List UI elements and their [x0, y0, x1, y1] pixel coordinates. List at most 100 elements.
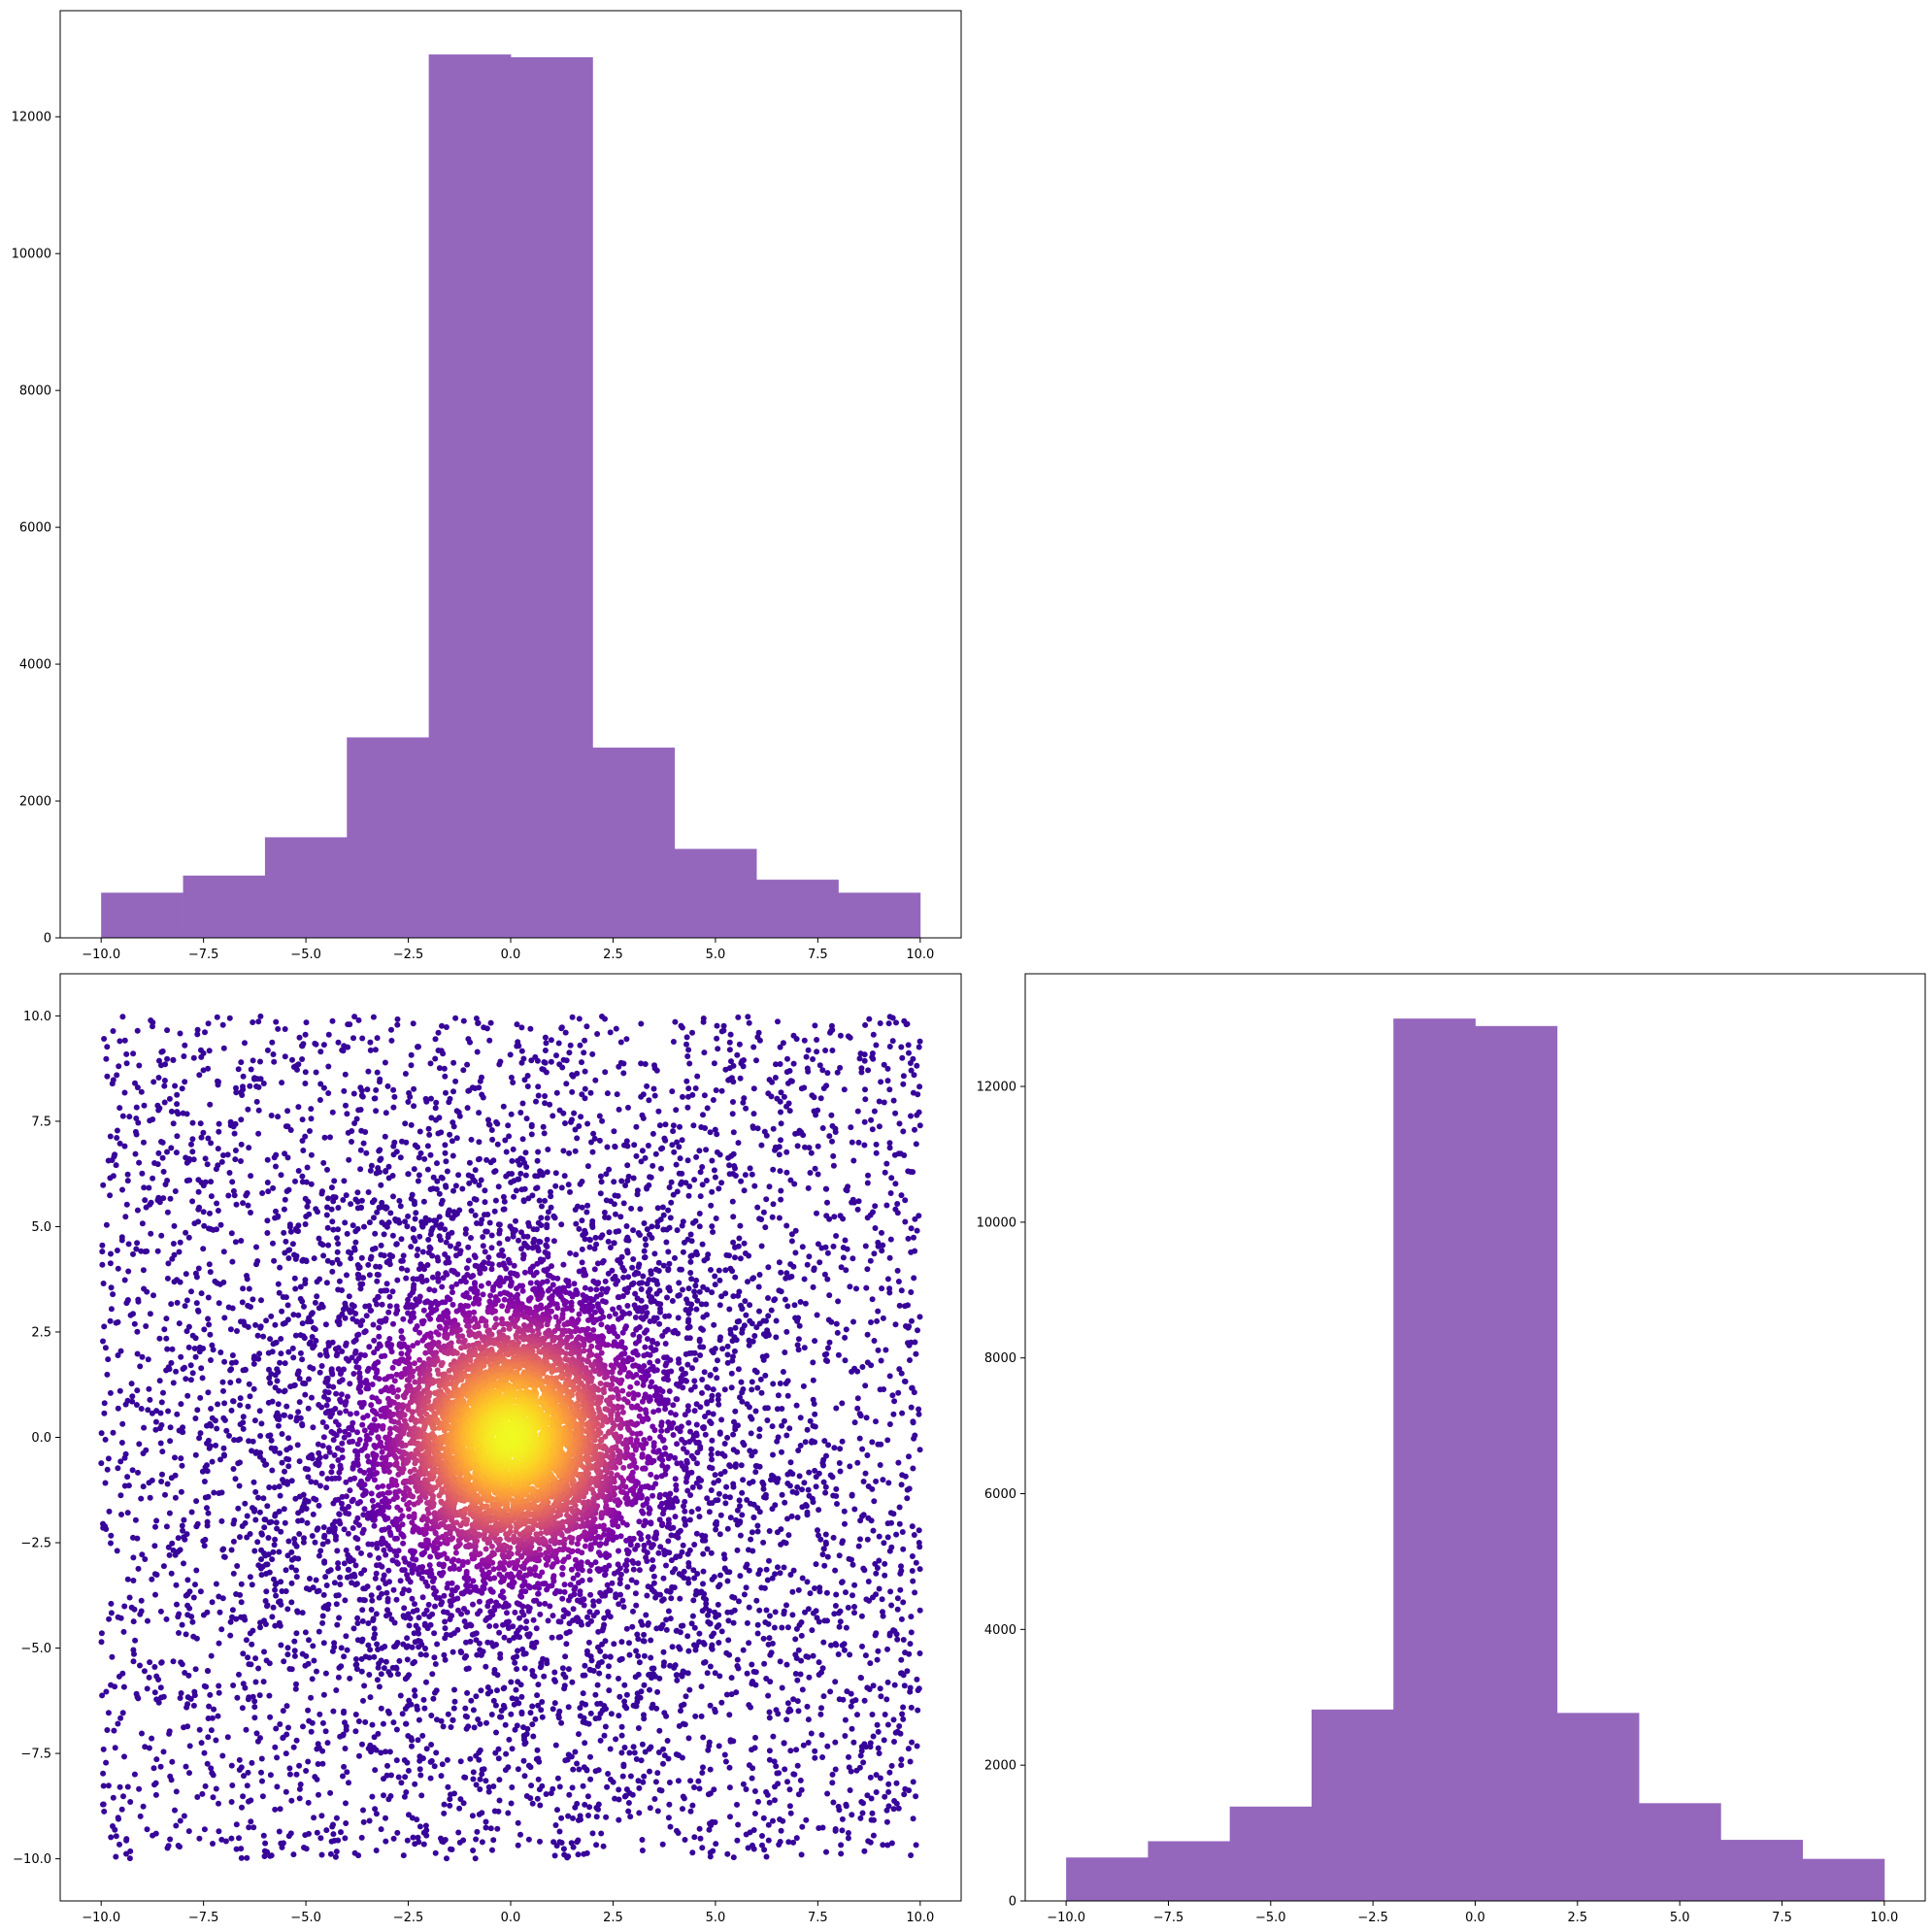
scatter-point	[542, 1093, 548, 1099]
scatter-point	[581, 1049, 586, 1055]
scatter-point	[697, 1223, 703, 1229]
scatter-point	[650, 1131, 656, 1137]
scatter-point	[686, 1687, 692, 1693]
scatter-point	[358, 1285, 364, 1291]
scatter-point	[356, 1718, 362, 1724]
scatter-point	[342, 1219, 348, 1225]
scatter-point	[820, 1125, 826, 1131]
scatter-point	[811, 1267, 816, 1273]
scatter-point	[552, 1700, 558, 1706]
scatter-point	[302, 1081, 308, 1086]
scatter-point	[249, 1067, 254, 1073]
scatter-point	[468, 1698, 474, 1704]
scatter-point	[789, 1612, 795, 1617]
scatter-point	[242, 1040, 248, 1046]
scatter-point	[689, 1030, 695, 1036]
scatter-point	[767, 1528, 773, 1534]
scatter-point	[479, 1810, 484, 1815]
scatter-point	[620, 1762, 626, 1768]
scatter-point	[211, 1490, 217, 1496]
scatter-point	[302, 1335, 308, 1341]
scatter-point	[622, 1183, 628, 1188]
scatter-point	[368, 1694, 374, 1700]
scatter-point	[220, 1380, 226, 1385]
scatter-point	[431, 1654, 437, 1660]
scatter-point	[474, 1630, 480, 1636]
scatter-point	[184, 1701, 190, 1707]
scatter-point	[283, 1053, 288, 1059]
scatter-point	[214, 1226, 219, 1232]
scatter-point	[310, 1720, 316, 1726]
scatter-point	[814, 1483, 819, 1489]
scatter-point	[824, 1070, 830, 1076]
scatter-point	[596, 1802, 602, 1808]
scatter-point	[164, 1347, 170, 1352]
scatter-point	[816, 1672, 822, 1678]
scatter-point	[429, 1612, 435, 1617]
scatter-point	[767, 1710, 773, 1715]
scatter-point	[104, 1074, 110, 1080]
scatter-point	[777, 1216, 783, 1221]
scatter-point	[351, 1572, 357, 1578]
scatter-point	[694, 1460, 700, 1466]
scatter-point	[707, 1465, 713, 1471]
scatter-point	[699, 1683, 705, 1689]
scatter-point	[767, 1635, 773, 1641]
scatter-point	[646, 1143, 651, 1149]
scatter-point	[219, 1159, 225, 1165]
scatter-point	[379, 1657, 384, 1663]
scatter-point	[383, 1060, 388, 1066]
scatter-point	[164, 1616, 170, 1622]
scatter-point	[278, 1350, 283, 1356]
scatter-point	[619, 1598, 625, 1604]
scatter-point	[241, 1414, 247, 1419]
scatter-point	[905, 1340, 911, 1346]
scatter-point	[894, 1201, 900, 1207]
scatter-point	[743, 1106, 749, 1112]
scatter-point	[312, 1255, 317, 1261]
scatter-point	[660, 1761, 666, 1767]
scatter-point	[492, 1667, 498, 1673]
scatter-point	[383, 1659, 389, 1665]
scatter-point	[898, 1563, 904, 1569]
scatter-point	[178, 1547, 183, 1552]
scatter-point	[377, 1683, 383, 1689]
scatter-point	[747, 1343, 752, 1349]
scatter-point	[476, 1139, 482, 1145]
scatter-point	[803, 1653, 809, 1659]
scatter-point	[305, 1708, 311, 1714]
scatter-point	[121, 1604, 127, 1610]
scatter-point	[179, 1489, 184, 1495]
scatter-point	[444, 1855, 450, 1861]
scatter-point	[264, 1849, 270, 1855]
scatter-point	[200, 1346, 206, 1351]
scatter-point	[833, 1486, 839, 1492]
scatter-point	[188, 1288, 194, 1294]
scatter-point	[403, 1721, 409, 1727]
scatter-point	[871, 1498, 877, 1504]
scatter-point	[455, 1172, 461, 1178]
histogram-top-bar	[675, 849, 757, 938]
scatter-point	[328, 1567, 334, 1573]
scatter-point	[368, 1048, 374, 1053]
scatter-point	[361, 1819, 367, 1825]
scatter-point	[291, 1639, 297, 1645]
scatter-point	[661, 1710, 667, 1715]
scatter-point	[573, 1221, 579, 1227]
scatter-point	[789, 1238, 795, 1244]
scatter-point	[873, 1571, 879, 1577]
scatter-point	[484, 1025, 490, 1031]
scatter-point	[708, 1703, 714, 1709]
scatter-point	[644, 1186, 650, 1192]
scatter-point	[859, 1614, 865, 1619]
scatter-point	[751, 1085, 757, 1091]
scatter-point	[250, 1296, 255, 1302]
scatter-point	[551, 1677, 557, 1682]
scatter-point	[680, 1137, 685, 1143]
scatter-point	[277, 1265, 283, 1271]
scatter-point	[697, 1344, 703, 1349]
scatter-point	[205, 1468, 211, 1474]
scatter-point	[895, 1607, 901, 1613]
scatter-point	[320, 1443, 326, 1449]
scatter-point	[173, 1369, 179, 1375]
